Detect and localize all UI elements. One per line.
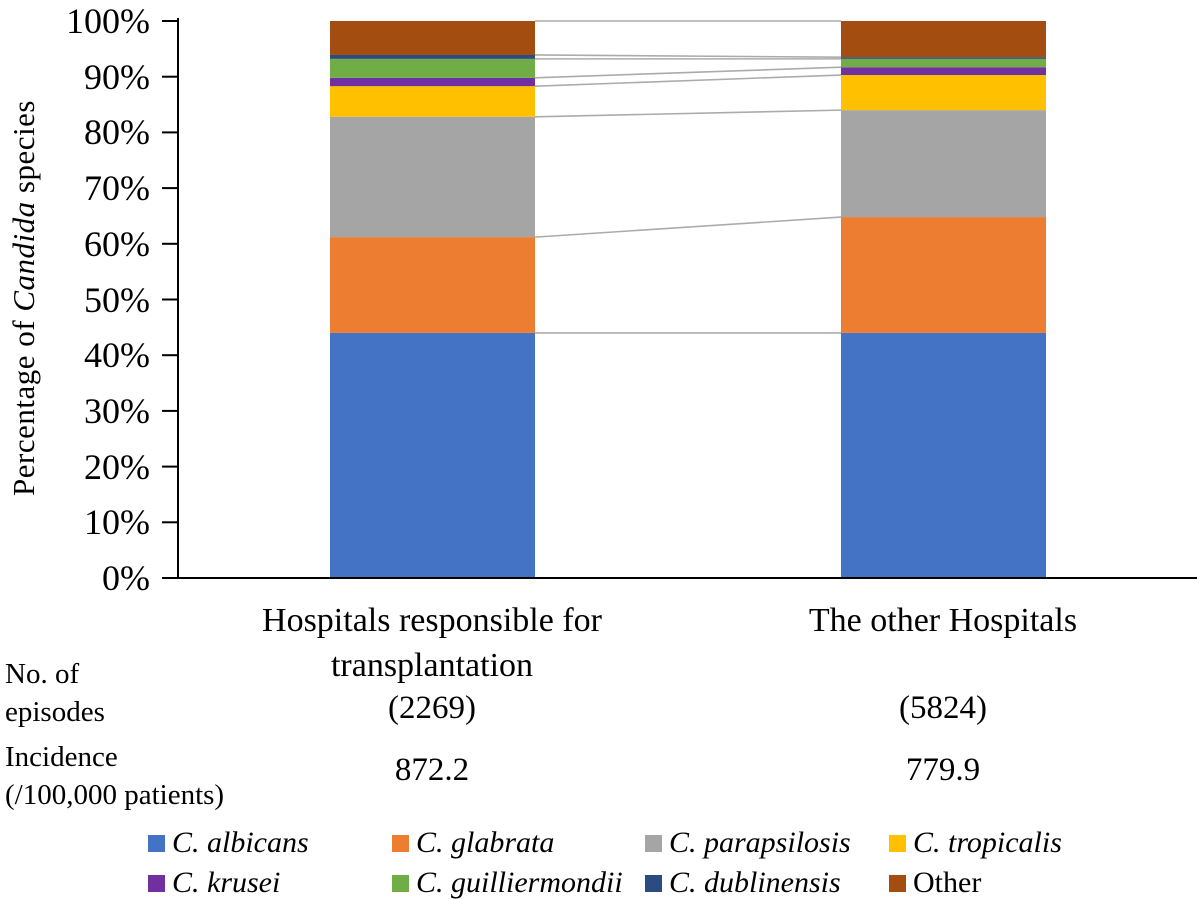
legend-item-c-krusei: C. krusei — [148, 866, 280, 900]
bar-segment-other-bar1 — [330, 21, 535, 55]
y-tick-label-10pct: 10% — [84, 502, 150, 543]
legend-label: C. dublinensis — [669, 866, 841, 899]
episodes-value-transplant: (2269) — [388, 690, 476, 726]
bar-segment-c-guilliermondii-bar1 — [330, 58, 535, 78]
y-axis-title-italic: Candida — [6, 201, 41, 312]
y-axis-title-prefix: Percentage of — [6, 311, 41, 496]
legend-swatch-icon — [645, 874, 662, 892]
incidence-value-other: 779.9 — [905, 752, 981, 788]
bar-segment-c-tropicalis-bar1 — [330, 86, 535, 117]
legend-item-c-dublinensis: C. dublinensis — [645, 866, 841, 900]
y-tick-label-100pct: 100% — [66, 1, 150, 41]
category-label-other-hospitals: The other Hospitals — [808, 602, 1078, 639]
y-tick-label-70pct: 70% — [84, 168, 150, 209]
legend-swatch-icon — [889, 874, 906, 892]
bar-segment-c-parapsilosis-bar1 — [330, 116, 535, 238]
y-tick-label-80pct: 80% — [84, 112, 150, 153]
y-axis-title: Percentage of Candida species — [6, 100, 42, 496]
legend-label: C. parapsilosis — [669, 826, 851, 859]
legend-label: Other — [913, 866, 982, 899]
bar-segment-c-krusei-bar2 — [841, 67, 1046, 76]
incidence-row-label-line1: Incidence — [5, 741, 118, 773]
bar-segment-c-krusei-bar1 — [330, 77, 535, 87]
y-tick-label-20pct: 20% — [84, 446, 150, 487]
legend-swatch-icon — [645, 834, 662, 852]
legend-item-c-albicans: C. albicans — [148, 826, 309, 860]
connector-line-6 — [534, 54, 842, 59]
bar-segment-c-tropicalis-bar2 — [841, 75, 1046, 111]
legend-item-c-tropicalis: C. tropicalis — [889, 826, 1062, 860]
bar-segment-c-dublinensis-bar1 — [330, 54, 535, 59]
legend-label: C. albicans — [172, 826, 309, 859]
legend-label: C. krusei — [172, 866, 281, 899]
connector-line-1 — [534, 216, 842, 238]
y-tick-label-90pct: 90% — [84, 56, 150, 97]
episodes-row-label-line1: No. of — [5, 658, 80, 690]
connector-line-2 — [534, 109, 842, 118]
y-tick-label-0pct: 0% — [102, 558, 150, 598]
bar-segment-other-bar2 — [841, 21, 1046, 58]
legend-item-c-guilliermondii: C. guilliermondii — [392, 866, 623, 900]
legend-label: C. glabrata — [416, 826, 555, 859]
legend-swatch-icon — [392, 874, 409, 892]
bar-segment-c-dublinensis-bar2 — [841, 57, 1046, 59]
bar-segment-c-glabrata-bar2 — [841, 217, 1046, 333]
y-tick-label-30pct: 30% — [84, 390, 150, 431]
episodes-value-other: (5824) — [899, 690, 987, 726]
incidence-value-transplant: 872.2 — [394, 752, 470, 788]
legend-item-other: Other — [889, 866, 981, 900]
legend-label: C. tropicalis — [913, 826, 1062, 859]
y-tick-label-60pct: 60% — [84, 223, 150, 264]
legend-item-c-parapsilosis: C. parapsilosis — [645, 826, 851, 860]
bar-segment-c-parapsilosis-bar2 — [841, 110, 1046, 218]
legend-swatch-icon — [148, 834, 165, 852]
bar-segment-c-glabrata-bar1 — [330, 237, 535, 333]
legend-label: C. guilliermondii — [416, 866, 623, 899]
bar-segment-c-albicans-bar2 — [841, 332, 1046, 578]
legend-swatch-icon — [889, 834, 906, 852]
episodes-row-label-line2: episodes — [5, 696, 105, 728]
legend-swatch-icon — [392, 834, 409, 852]
incidence-row-label-line2: (/100,000 patients) — [5, 779, 225, 811]
y-tick-label-40pct: 40% — [84, 335, 150, 376]
category-label-transplant-line1: Hospitals responsible for — [262, 602, 602, 639]
connector-line-3 — [534, 74, 842, 87]
bar-segment-c-guilliermondii-bar2 — [841, 58, 1046, 68]
y-tick-label-50pct: 50% — [84, 279, 150, 320]
category-label-transplant-line2: transplantation — [330, 647, 534, 684]
y-axis-title-suffix: species — [6, 100, 41, 202]
legend-item-c-glabrata: C. glabrata — [392, 826, 554, 860]
connector-line-4 — [534, 66, 842, 79]
bar-segment-c-albicans-bar1 — [330, 332, 535, 578]
legend-swatch-icon — [148, 874, 165, 892]
